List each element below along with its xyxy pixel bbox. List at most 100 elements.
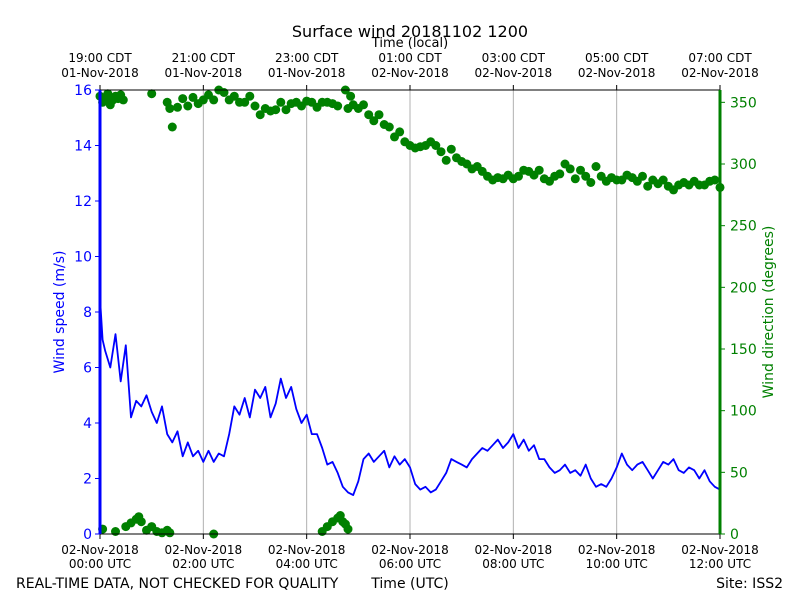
left-tick-label: 4 bbox=[83, 416, 92, 432]
bottom-tick-time: 04:00 UTC bbox=[276, 557, 338, 571]
top-tick-date: 02-Nov-2018 bbox=[578, 66, 656, 80]
direction-point bbox=[638, 171, 647, 181]
direction-point bbox=[276, 97, 286, 107]
bottom-tick-date: 02-Nov-2018 bbox=[681, 543, 759, 557]
direction-point bbox=[565, 164, 575, 174]
bottom-tick-date: 02-Nov-2018 bbox=[268, 543, 346, 557]
left-tick-label: 0 bbox=[83, 527, 92, 543]
direction-point bbox=[586, 178, 596, 187]
right-tick-label: 350 bbox=[730, 95, 757, 111]
direction-point bbox=[534, 165, 544, 175]
direction-point bbox=[364, 110, 374, 120]
wind-speed-series bbox=[99, 298, 721, 497]
bottom-tick-time: 08:00 UTC bbox=[482, 557, 544, 571]
x-axis-label: Time (UTC) bbox=[370, 576, 448, 592]
direction-point bbox=[183, 101, 193, 111]
bottom-tick-time: 10:00 UTC bbox=[586, 557, 648, 571]
speed-line bbox=[99, 298, 721, 497]
right-tick-label: 250 bbox=[730, 219, 757, 235]
direction-point bbox=[250, 101, 260, 111]
footer-right: Site: ISS2 bbox=[716, 576, 783, 592]
left-tick-label: 16 bbox=[74, 83, 92, 99]
direction-point bbox=[281, 105, 291, 115]
top-tick-time: 03:00 CDT bbox=[482, 51, 546, 65]
direction-point bbox=[111, 527, 120, 536]
top-tick-time: 21:00 CDT bbox=[172, 51, 236, 65]
right-tick-label: 50 bbox=[730, 465, 748, 481]
top-tick-date: 01-Nov-2018 bbox=[268, 66, 346, 80]
left-axis-ticks: 0 2 4 6 8 10 12 14 16 bbox=[74, 83, 100, 543]
direction-point bbox=[219, 88, 229, 97]
direction-point bbox=[436, 147, 446, 157]
direction-point bbox=[173, 102, 182, 112]
top-tick-date: 02-Nov-2018 bbox=[475, 66, 553, 80]
right-tick-label: 100 bbox=[730, 404, 757, 420]
left-axis-label: Wind speed (m/s) bbox=[52, 251, 68, 374]
left-tick-label: 12 bbox=[74, 194, 92, 210]
direction-point bbox=[570, 174, 580, 184]
top-tick-time: 05:00 CDT bbox=[585, 51, 649, 65]
bottom-tick-date: 02-Nov-2018 bbox=[578, 543, 656, 557]
direction-point bbox=[369, 116, 379, 126]
top-tick-date: 01-Nov-2018 bbox=[61, 66, 139, 80]
direction-point bbox=[165, 104, 175, 113]
direction-point bbox=[136, 517, 146, 527]
direction-point bbox=[271, 105, 281, 115]
footer-left: REAL-TIME DATA, NOT CHECKED FOR QUALITY bbox=[16, 576, 339, 592]
chart-title: Surface wind 20181102 1200 bbox=[292, 22, 528, 41]
top-tick-date: 02-Nov-2018 bbox=[681, 66, 759, 80]
left-tick-label: 10 bbox=[74, 250, 92, 266]
bottom-tick-date: 02-Nov-2018 bbox=[475, 543, 553, 557]
direction-point bbox=[514, 171, 523, 181]
left-tick-label: 6 bbox=[83, 361, 92, 377]
direction-point bbox=[147, 89, 157, 99]
direction-point bbox=[643, 181, 653, 191]
direction-point bbox=[178, 94, 188, 104]
direction-point bbox=[255, 110, 265, 120]
direction-point bbox=[446, 144, 456, 154]
left-tick-label: 2 bbox=[83, 472, 92, 488]
direction-point bbox=[209, 95, 219, 105]
bottom-tick-time: 12:00 UTC bbox=[689, 557, 751, 571]
bottom-tick-date: 02-Nov-2018 bbox=[165, 543, 243, 557]
direction-point bbox=[167, 122, 177, 132]
direction-point bbox=[229, 91, 239, 101]
bottom-tick-date: 02-Nov-2018 bbox=[61, 543, 139, 557]
direction-point bbox=[658, 175, 668, 185]
direction-point bbox=[240, 97, 250, 107]
direction-point bbox=[431, 141, 441, 150]
top-tick-time: 19:00 CDT bbox=[68, 51, 132, 65]
top-tick-time: 01:00 CDT bbox=[378, 51, 442, 65]
direction-point bbox=[576, 165, 585, 175]
direction-point bbox=[441, 155, 451, 165]
direction-point bbox=[384, 122, 394, 132]
right-axis-label: Wind direction (degrees) bbox=[761, 226, 777, 399]
direction-point bbox=[359, 100, 368, 110]
right-tick-label: 300 bbox=[730, 157, 757, 173]
wind-direction-series bbox=[95, 85, 725, 539]
direction-point bbox=[343, 524, 353, 534]
top-tick-time: 07:00 CDT bbox=[688, 51, 752, 65]
top-tick-date: 02-Nov-2018 bbox=[371, 66, 449, 80]
direction-point bbox=[103, 89, 113, 99]
right-axis-ticks: 0 50 100 150 200 250 300 350 bbox=[720, 95, 757, 543]
direction-point bbox=[591, 162, 601, 171]
bottom-tick-time: 00:00 UTC bbox=[69, 557, 131, 571]
bottom-tick-date: 02-Nov-2018 bbox=[371, 543, 449, 557]
direction-point bbox=[710, 175, 720, 185]
direction-point bbox=[333, 101, 343, 111]
right-tick-label: 150 bbox=[730, 342, 757, 358]
top-axis-label: Time (local) bbox=[371, 36, 448, 51]
direction-point bbox=[165, 528, 175, 538]
direction-point bbox=[374, 110, 384, 120]
direction-point bbox=[555, 169, 565, 179]
left-tick-label: 8 bbox=[83, 305, 92, 321]
right-tick-label: 200 bbox=[730, 280, 757, 296]
direction-point bbox=[118, 95, 128, 105]
right-tick-label: 0 bbox=[730, 527, 739, 543]
direction-point bbox=[395, 127, 405, 137]
direction-point bbox=[581, 171, 591, 181]
